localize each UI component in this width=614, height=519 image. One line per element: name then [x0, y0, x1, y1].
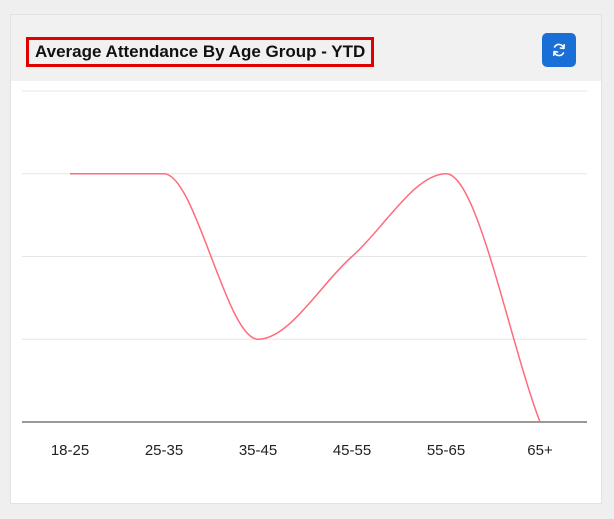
x-tick-label: 65+ — [527, 442, 553, 459]
chart-title: Average Attendance By Age Group - YTD — [26, 37, 375, 67]
data-point[interactable] — [349, 254, 355, 260]
refresh-button[interactable] — [542, 33, 576, 67]
x-tick-label: 35-45 — [239, 442, 277, 459]
series-line — [70, 172, 541, 423]
refresh-icon — [553, 43, 565, 57]
data-point[interactable] — [537, 419, 543, 425]
x-tick-label: 18-25 — [51, 442, 89, 459]
x-tick-label: 25-35 — [145, 442, 183, 459]
data-point[interactable] — [443, 171, 449, 177]
data-point[interactable] — [255, 336, 261, 342]
x-tick-label: 55-65 — [427, 442, 465, 459]
card-header — [11, 15, 601, 81]
x-tick-label: 45-55 — [333, 442, 371, 459]
data-point[interactable] — [161, 171, 167, 177]
data-point[interactable] — [67, 171, 73, 177]
